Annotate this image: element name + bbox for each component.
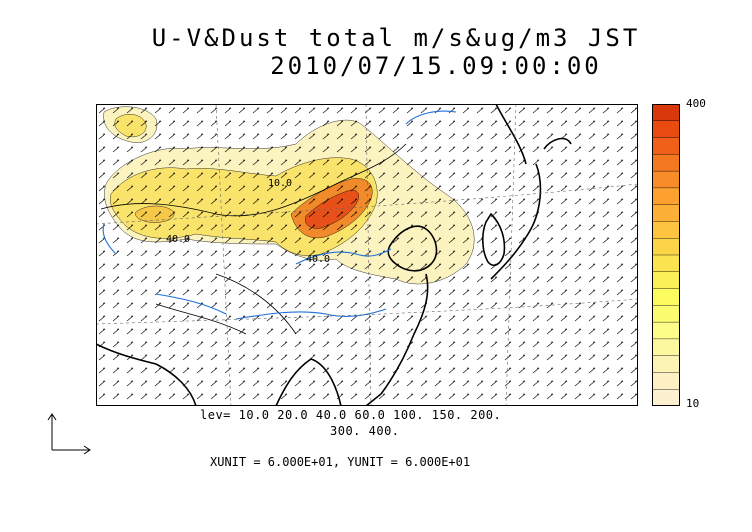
colorbar-swatch bbox=[652, 187, 680, 206]
colorbar-swatch bbox=[652, 238, 680, 256]
plot-title-line2: 2010/07/15.09:00:00 bbox=[270, 52, 602, 80]
map-panel: 10.0 40.0 40.0 bbox=[96, 104, 638, 406]
contour-label-40-south: 40.0 bbox=[306, 254, 330, 265]
rivers bbox=[102, 110, 457, 320]
coastline-china-east bbox=[365, 273, 429, 406]
colorbar-swatch bbox=[652, 389, 680, 406]
colorbar-swatch bbox=[652, 338, 680, 357]
plot-title-line1: U-V&Dust total m/s&ug/m3 JST bbox=[151, 24, 641, 52]
graticule bbox=[96, 104, 638, 406]
colorbar-swatch bbox=[652, 204, 680, 222]
coastline-korea-china bbox=[387, 225, 438, 272]
coastline-japan bbox=[490, 137, 572, 280]
contour-label-10: 10.0 bbox=[268, 178, 292, 189]
colorbar-swatch bbox=[652, 254, 680, 273]
colorbar-swatch bbox=[652, 120, 680, 139]
vector-units: XUNIT = 6.000E+01, YUNIT = 6.000E+01 bbox=[210, 455, 471, 469]
country-borders bbox=[100, 143, 407, 335]
wind-vectors bbox=[96, 104, 638, 406]
contour-levels-line2: 300. 400. bbox=[330, 424, 400, 438]
coastline-northeast bbox=[495, 104, 527, 165]
colorbar-swatch bbox=[652, 288, 680, 306]
reference-vector-axes bbox=[47, 413, 91, 455]
colorbar-swatch bbox=[652, 170, 680, 189]
map-frame bbox=[96, 104, 638, 406]
colorbar bbox=[652, 104, 680, 406]
colorbar-max-label: 400 bbox=[686, 97, 706, 110]
coastline-korea bbox=[482, 212, 506, 266]
coastline-west bbox=[96, 343, 197, 406]
contour-levels-line1: lev= 10.0 20.0 40.0 60.0 100. 150. 200. bbox=[200, 408, 502, 422]
colorbar-swatch bbox=[652, 321, 680, 340]
colorbar-frame bbox=[652, 104, 680, 406]
colorbar-swatch bbox=[652, 154, 680, 172]
coastline-southeast-asia bbox=[275, 358, 342, 406]
colorbar-swatch bbox=[652, 137, 680, 155]
reference-vector-vertical-head bbox=[47, 413, 57, 421]
contour-label-40-west: 40.0 bbox=[166, 234, 190, 245]
colorbar-swatch bbox=[652, 355, 680, 373]
colorbar-swatch bbox=[652, 221, 680, 239]
colorbar-swatch bbox=[652, 305, 680, 323]
colorbar-swatch bbox=[652, 271, 680, 290]
reference-vector-horizontal-head bbox=[83, 445, 91, 455]
colorbar-min-label: 10 bbox=[686, 397, 700, 410]
colorbar-swatch bbox=[652, 372, 680, 390]
colorbar-swatch bbox=[652, 104, 680, 122]
